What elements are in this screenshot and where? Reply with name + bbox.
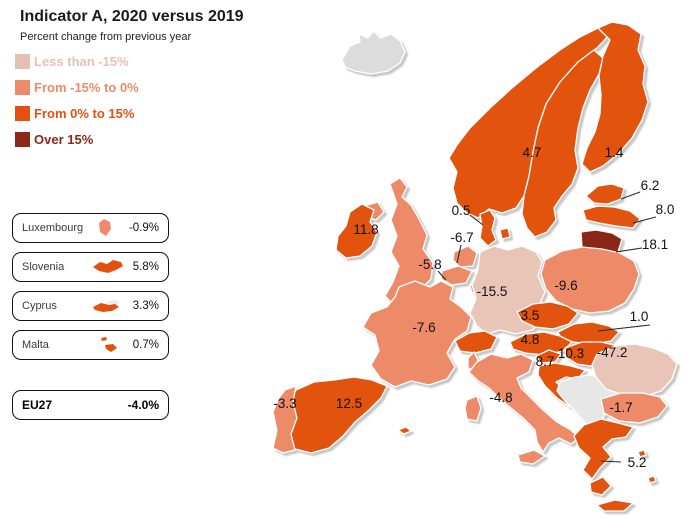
map-label-sweden: 4.7 [523,145,542,160]
callout-line-belgium [437,270,447,281]
map-label-slovakia: 1.0 [630,309,649,324]
map-label-spain: 12.5 [336,396,362,411]
luxembourg-shape-icon [84,217,129,239]
page-subtitle: Percent change from previous year [20,31,192,43]
country-denmark [479,209,497,247]
callout-box-luxembourg: Luxembourg -0.9% [12,213,169,243]
country-aegean-islands [637,449,657,484]
legend-item-minus15-to-0: From -15% to 0% [15,78,139,96]
country-latvia [582,205,641,229]
country-romania [591,343,678,398]
country-greece-peloponnese [589,476,612,496]
country-sardinia [464,395,482,422]
map-label-portugal: -3.3 [273,396,296,411]
cyprus-shape-icon [84,297,133,315]
legend-item-less-than-minus15: Less than -15% [15,52,139,70]
country-slovenia [535,349,562,364]
callout-line-estonia [620,191,641,200]
country-sicily [517,449,546,465]
country-netherlands [452,245,478,268]
eu27-label: EU27 [22,398,53,412]
map-label-italy: -4.8 [489,390,512,405]
legend-swatch-icon [15,105,30,121]
callout-line-denmark [469,214,484,226]
map-label-hungary: 10.3 [558,346,584,361]
map-label-lithuania: 18.1 [642,237,668,252]
map-label-france: -7.6 [412,320,435,335]
legend-swatch-icon [15,79,30,95]
map-label-estonia: 6.2 [641,178,660,193]
legend-swatch-icon [15,131,30,147]
map-label-czechia: 3.5 [521,308,540,323]
map-label-finland: 1.4 [605,145,624,160]
country-czechia [516,301,579,330]
legend-item-0-to-15: From 0% to 15% [15,104,139,122]
callout-line-greece [600,460,622,463]
callout-box-cyprus: Cyprus 3.3% [12,291,169,321]
country-france [362,280,472,388]
slovenia-shape-icon [84,257,133,277]
country-switzerland [454,330,498,354]
country-iceland [341,30,406,75]
map-label-germany: -15.5 [477,284,508,299]
country-poland [540,246,640,314]
legend-label: Less than -15% [34,53,129,69]
callout-line-latvia [632,216,657,224]
legend-label: From 0% to 15% [34,105,135,121]
legend-label: From -15% to 0% [34,79,139,95]
callout-country-name: Slovenia [22,261,65,273]
callout-value: -0.9% [128,222,159,234]
map-label-netherlands: -6.7 [450,230,473,245]
malta-shape-icon [84,334,133,356]
country-ireland [335,203,378,259]
callout-country-name: Cyprus [22,300,57,312]
callout-value: 5.8% [132,261,159,273]
map-label-greece: 5.2 [628,455,647,470]
country-estonia [585,183,625,205]
map-label-bulgaria: -1.7 [609,400,632,415]
callout-value: 3.3% [132,300,159,312]
legend: Less than -15% From -15% to 0% From 0% t… [15,52,139,156]
callout-country-name: Luxembourg [22,222,84,234]
country-bulgaria [600,392,668,424]
country-balearic-islands [397,426,412,435]
country-sweden [521,49,604,238]
map-label-latvia: 8.0 [656,202,675,217]
map-label-romania: -47.2 [597,345,628,360]
map-label-denmark: 0.5 [452,203,471,218]
legend-item-over-15: Over 15% [15,130,139,148]
map-label-croatia: 8.7 [536,354,555,369]
legend-swatch-icon [15,53,30,69]
callout-box-eu27: EU27 -4.0% [12,390,169,420]
country-belgium [440,265,473,286]
country-crete [596,499,634,512]
eu27-value: -4.0% [127,398,159,412]
callout-line-slovakia [597,324,651,332]
callout-line-lithuania [615,247,643,253]
country-spain [287,376,388,454]
callout-box-malta: Malta 0.7% [12,330,169,360]
callout-country-name: Malta [22,339,49,351]
country-greece [573,418,634,480]
map-label-poland: -9.6 [554,278,577,293]
map-label-ireland: 11.8 [353,222,378,237]
country-italy [468,353,580,453]
callout-value: 0.7% [132,339,159,351]
map-label-austria: 4.8 [521,332,540,347]
country-finland [581,21,649,173]
legend-label: Over 15% [34,131,94,147]
country-denmark-island [499,227,511,240]
map-label-belgium: -5.8 [418,257,441,272]
page-title: Indicator A, 2020 versus 2019 [20,8,244,25]
country-portugal [272,385,298,454]
callout-line-netherlands [456,244,462,264]
callout-box-slovenia: Slovenia 5.8% [12,252,169,282]
